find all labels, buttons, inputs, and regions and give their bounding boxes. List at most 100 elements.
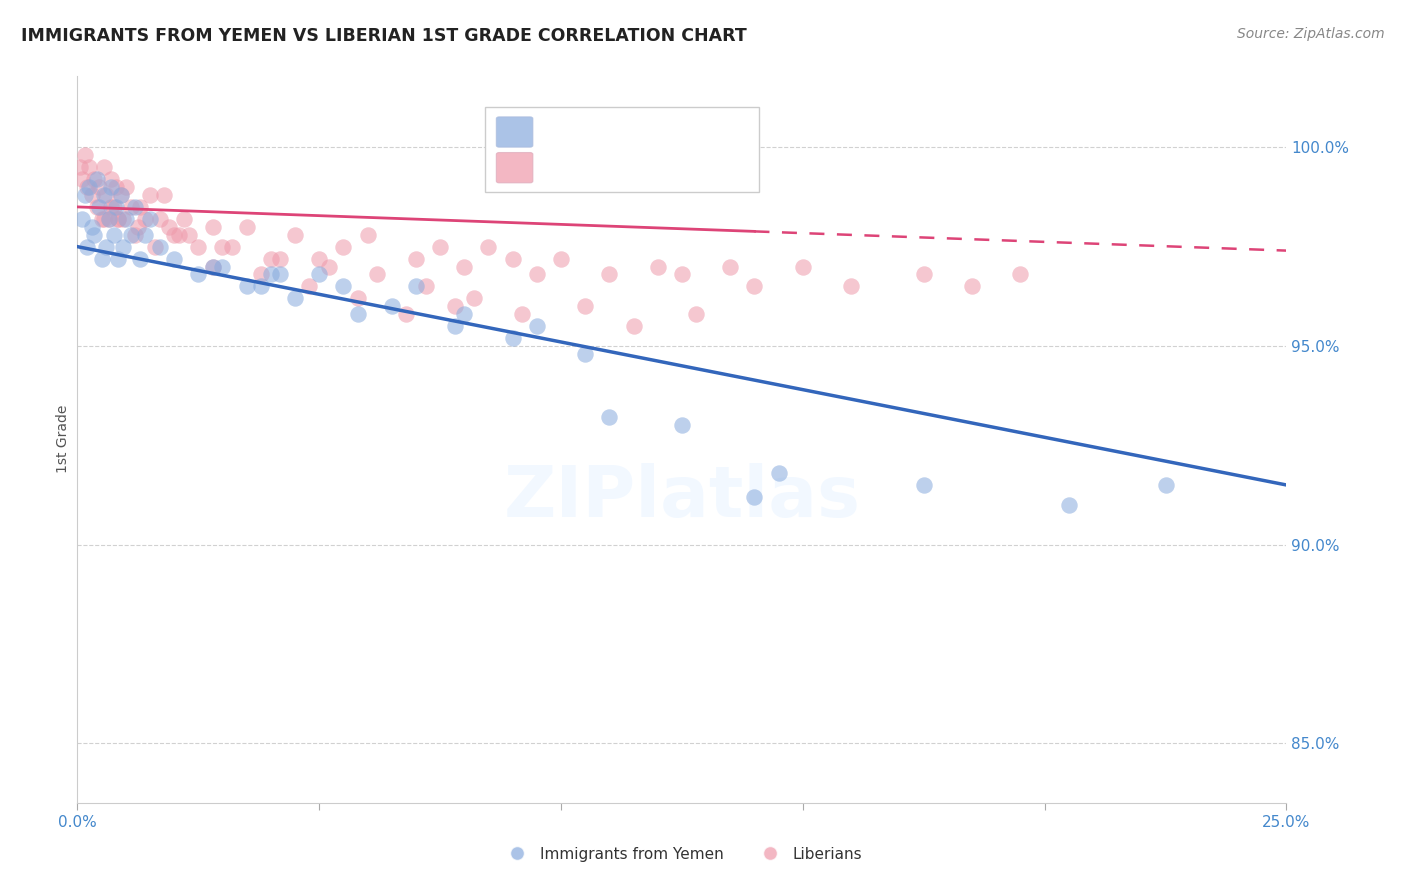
Point (86, 200, 108, 214)
Point (647, 260, 669, 274)
Point (510, 307, 533, 321)
Point (623, 319, 645, 334)
Point (139, 188, 162, 202)
Point (415, 279, 437, 293)
Point (347, 307, 370, 321)
Point (477, 240, 499, 254)
Point (429, 240, 451, 254)
Point (235, 279, 257, 293)
Point (120, 227, 142, 242)
Point (356, 227, 378, 242)
Point (100, 172, 122, 186)
Point (139, 211, 162, 226)
Point (79, 180, 101, 194)
Point (405, 252, 427, 266)
Point (69, 160, 91, 174)
Point (163, 252, 186, 266)
Point (405, 279, 427, 293)
Point (250, 279, 273, 293)
Point (792, 260, 814, 274)
Point (671, 268, 693, 282)
Point (76, 240, 98, 254)
Point (87, 200, 110, 214)
Point (502, 252, 524, 266)
Point (598, 410, 620, 425)
Point (157, 219, 180, 234)
Point (960, 279, 983, 293)
Point (395, 307, 418, 321)
Point (260, 268, 283, 282)
Point (97, 211, 120, 226)
Point (83, 227, 105, 242)
Point (107, 211, 129, 226)
Point (453, 260, 475, 274)
Point (332, 279, 354, 293)
Point (284, 291, 307, 305)
Point (744, 279, 766, 293)
Point (308, 268, 330, 282)
Point (70, 172, 93, 186)
Point (103, 227, 125, 242)
Point (550, 252, 572, 266)
Point (366, 268, 388, 282)
Point (112, 240, 135, 254)
Point (114, 211, 136, 226)
Point (124, 200, 146, 214)
Point (120, 200, 142, 214)
Point (201, 260, 224, 274)
Point (112, 211, 135, 226)
Point (201, 219, 224, 234)
Point (143, 240, 166, 254)
Text: R = -0.164   N = 79: R = -0.164 N = 79 (538, 156, 702, 174)
Point (502, 331, 524, 345)
Text: R = -0.449   N = 51: R = -0.449 N = 51 (538, 119, 702, 136)
Point (107, 252, 129, 266)
Point (718, 260, 741, 274)
Point (177, 227, 200, 242)
Point (167, 227, 190, 242)
Point (912, 478, 935, 492)
Point (839, 279, 862, 293)
Point (269, 268, 291, 282)
Point (269, 252, 291, 266)
Point (332, 240, 354, 254)
Legend: Immigrants from Yemen, Liberians: Immigrants from Yemen, Liberians (496, 840, 868, 868)
Point (110, 188, 132, 202)
Text: Source: ZipAtlas.com: Source: ZipAtlas.com (1237, 27, 1385, 41)
Point (100, 200, 122, 214)
Point (124, 227, 146, 242)
Point (134, 211, 156, 226)
Point (79, 160, 101, 174)
Point (284, 227, 307, 242)
Point (1154, 478, 1177, 492)
Point (93, 211, 115, 226)
Point (86, 172, 108, 186)
Point (96, 188, 118, 202)
Point (463, 291, 485, 305)
Point (90, 252, 112, 266)
Point (1057, 498, 1080, 512)
Point (73, 188, 96, 202)
Point (80, 188, 103, 202)
Point (83, 172, 105, 186)
Point (105, 200, 128, 214)
Point (443, 299, 465, 313)
Point (97, 211, 120, 226)
Point (110, 188, 132, 202)
Point (574, 347, 596, 361)
Point (347, 291, 370, 305)
Point (187, 268, 209, 282)
Point (90, 211, 112, 226)
Point (148, 240, 170, 254)
Point (163, 227, 186, 242)
Point (153, 188, 176, 202)
Point (87, 180, 110, 194)
Point (526, 319, 548, 334)
Point (1010, 268, 1032, 282)
Point (318, 260, 340, 274)
Text: ZIPlatlas: ZIPlatlas (503, 463, 860, 532)
Point (574, 299, 596, 313)
Y-axis label: 1st Grade: 1st Grade (56, 405, 70, 474)
Point (671, 418, 693, 433)
Point (201, 260, 224, 274)
